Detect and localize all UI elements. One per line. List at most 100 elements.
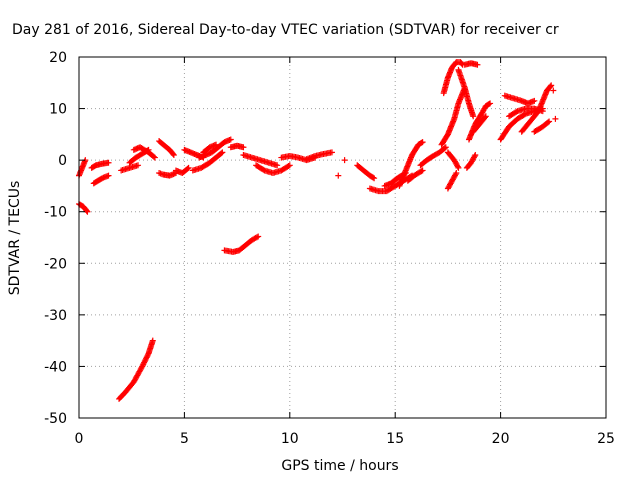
data-series-segment: [461, 60, 481, 68]
data-point: [149, 337, 156, 344]
y-tick-label: 10: [49, 102, 67, 118]
data-point: [474, 61, 481, 68]
data-point: [419, 167, 426, 174]
y-tick-label: 0: [58, 153, 67, 169]
data-series-segment: [116, 337, 156, 402]
data-point: [441, 145, 448, 152]
plot-border: [78, 56, 607, 419]
data-point: [150, 153, 157, 160]
data-series-segment: [438, 84, 468, 148]
data-point: [218, 150, 225, 157]
data-point: [84, 208, 91, 215]
data-series-segment: [221, 233, 262, 255]
data-point: [240, 144, 247, 151]
data-point: [545, 119, 552, 126]
data-series-segment: [404, 167, 426, 184]
data-point: [83, 207, 90, 214]
data-series-segment: [463, 151, 479, 171]
data-point: [531, 97, 538, 104]
x-tick-label: 20: [492, 431, 510, 447]
data-series-segment: [303, 149, 335, 163]
data-points: [76, 59, 559, 402]
data-point: [547, 83, 554, 90]
data-series-segment: [156, 138, 177, 158]
data-point: [548, 82, 555, 89]
data-point: [151, 154, 158, 161]
y-tick-label: -30: [44, 308, 67, 324]
data-series-segment: [341, 157, 348, 164]
y-tick-label: -20: [44, 256, 67, 272]
data-point: [170, 151, 177, 158]
data-point: [419, 139, 426, 146]
data-point: [487, 100, 494, 107]
data-point: [546, 118, 553, 125]
data-point: [454, 163, 461, 170]
data-series-segment: [455, 66, 477, 120]
data-point: [481, 114, 488, 121]
data-series-segment: [506, 105, 546, 120]
data-point: [452, 171, 459, 178]
data-series-segment: [76, 200, 91, 215]
x-tick-label: 5: [180, 431, 189, 447]
data-point: [472, 151, 479, 158]
data-point: [370, 174, 377, 181]
data-point: [335, 172, 342, 179]
data-point: [253, 234, 260, 241]
data-point: [513, 108, 520, 115]
data-point: [286, 162, 293, 169]
data-point: [227, 136, 234, 143]
y-tick-label: 20: [49, 50, 67, 66]
data-series-segment: [118, 162, 142, 174]
data-point: [170, 150, 177, 157]
y-tick-label: -40: [44, 359, 67, 375]
data-series-segment: [196, 136, 234, 161]
data-point: [442, 144, 449, 151]
x-axis-label: GPS time / hours: [281, 458, 398, 474]
x-tick-label: 15: [386, 431, 404, 447]
x-tick-label: 10: [281, 431, 299, 447]
data-series-segment: [354, 162, 378, 182]
data-point: [371, 175, 378, 182]
data-point: [135, 162, 142, 169]
data-point: [471, 153, 478, 160]
data-point: [105, 159, 112, 166]
data-series-segment: [240, 151, 281, 169]
data-series-segment: [518, 82, 555, 135]
data-point: [213, 141, 220, 148]
data-point: [486, 101, 493, 108]
data-series-segment: [200, 141, 220, 156]
y-tick-label: -10: [44, 205, 67, 221]
data-series-segment: [130, 144, 158, 161]
data-point: [453, 170, 460, 177]
data-series-segment: [531, 118, 553, 135]
data-series-segment: [444, 170, 460, 192]
data-series-segment: [88, 159, 112, 171]
data-series-segment: [444, 149, 462, 171]
data-point: [482, 113, 489, 120]
data-series-segment: [396, 139, 426, 189]
grid-lines: [79, 57, 606, 418]
x-tick-label: 0: [75, 431, 84, 447]
data-series-segment: [552, 115, 559, 122]
axis-ticks: 0 5 10 15 20 25 20 10 0 -10 -20 -30 -40 -50: [44, 50, 615, 447]
data-series-segment: [227, 142, 247, 151]
data-point: [184, 165, 191, 172]
data-point: [328, 149, 335, 156]
chart-title: Day 281 of 2016, Sidereal Day-to-day VTE…: [12, 22, 559, 38]
data-point: [260, 166, 267, 173]
data-point: [285, 163, 292, 170]
data-point: [105, 172, 112, 179]
data-series-segment: [417, 144, 449, 169]
data-point: [552, 115, 559, 122]
data-point: [550, 87, 557, 94]
data-series-segment: [172, 164, 192, 177]
data-point: [470, 113, 477, 120]
data-point: [418, 168, 425, 175]
data-point: [341, 157, 348, 164]
data-series-segment: [550, 87, 557, 94]
data-point: [418, 139, 425, 146]
data-series-segment: [470, 113, 489, 135]
data-point: [274, 162, 281, 169]
y-tick-label: -50: [44, 411, 67, 427]
